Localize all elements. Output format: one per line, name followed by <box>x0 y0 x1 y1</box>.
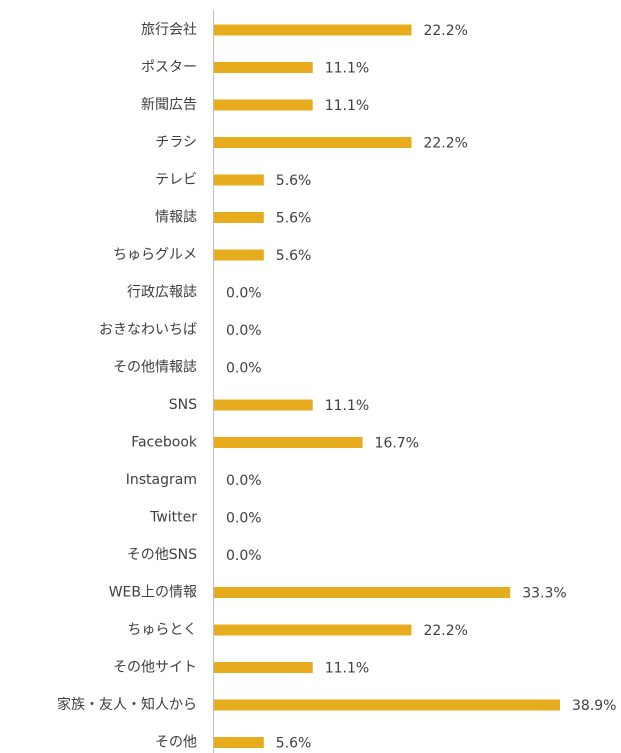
category-label: テレビ <box>155 172 197 188</box>
category-label: WEB上の情報 <box>109 585 197 601</box>
category-label: ちゅらとく <box>127 622 197 638</box>
value-label: 0.0% <box>226 361 262 377</box>
value-label: 0.0% <box>226 473 262 489</box>
category-label: おきなわいちば <box>99 322 197 338</box>
category-label: Facebook <box>131 435 198 451</box>
bar <box>214 437 363 448</box>
bar <box>214 62 313 73</box>
bar <box>214 137 412 148</box>
value-label: 5.6% <box>276 211 312 227</box>
value-label: 0.0% <box>226 511 262 527</box>
bar <box>214 624 412 636</box>
category-label: その他SNS <box>127 547 197 563</box>
value-label: 5.6% <box>276 173 312 189</box>
bar <box>214 699 560 711</box>
value-label: 16.7% <box>375 436 419 452</box>
value-label: 38.9% <box>572 698 616 714</box>
value-label: 5.6% <box>276 736 312 752</box>
value-label: 0.0% <box>226 548 262 564</box>
category-label: 行政広報誌 <box>127 285 197 301</box>
value-label: 11.1% <box>325 98 369 114</box>
category-label: 情報誌 <box>155 210 197 226</box>
value-label: 0.0% <box>226 323 262 339</box>
category-label: 新聞広告 <box>141 97 197 113</box>
bar <box>214 662 313 673</box>
bar <box>214 99 313 111</box>
category-label: チラシ <box>155 135 197 151</box>
category-label: その他 <box>155 735 197 751</box>
value-label: 0.0% <box>226 286 262 302</box>
bar <box>214 399 313 411</box>
value-label: 5.6% <box>276 248 312 264</box>
bar <box>214 174 264 186</box>
value-label: 11.1% <box>325 61 369 77</box>
category-label: 旅行会社 <box>141 22 197 38</box>
bar <box>214 737 264 748</box>
value-label: 22.2% <box>423 136 467 152</box>
value-label: 22.2% <box>423 623 467 639</box>
value-label: 33.3% <box>522 586 566 602</box>
category-label: ちゅらグルメ <box>113 247 197 263</box>
value-label: 22.2% <box>423 23 467 39</box>
category-label: その他情報誌 <box>113 360 197 376</box>
bar <box>214 249 264 261</box>
category-label: Instagram <box>126 472 197 488</box>
category-label: SNS <box>169 397 197 413</box>
bar <box>214 212 264 223</box>
bar <box>214 24 412 36</box>
value-label: 11.1% <box>325 398 369 414</box>
category-label: Twitter <box>149 510 197 526</box>
value-label: 11.1% <box>325 661 369 677</box>
bar <box>214 587 511 598</box>
category-label: 家族・友人・知人から <box>57 696 197 713</box>
category-label: その他サイト <box>113 660 197 676</box>
category-label: ポスター <box>141 60 197 76</box>
